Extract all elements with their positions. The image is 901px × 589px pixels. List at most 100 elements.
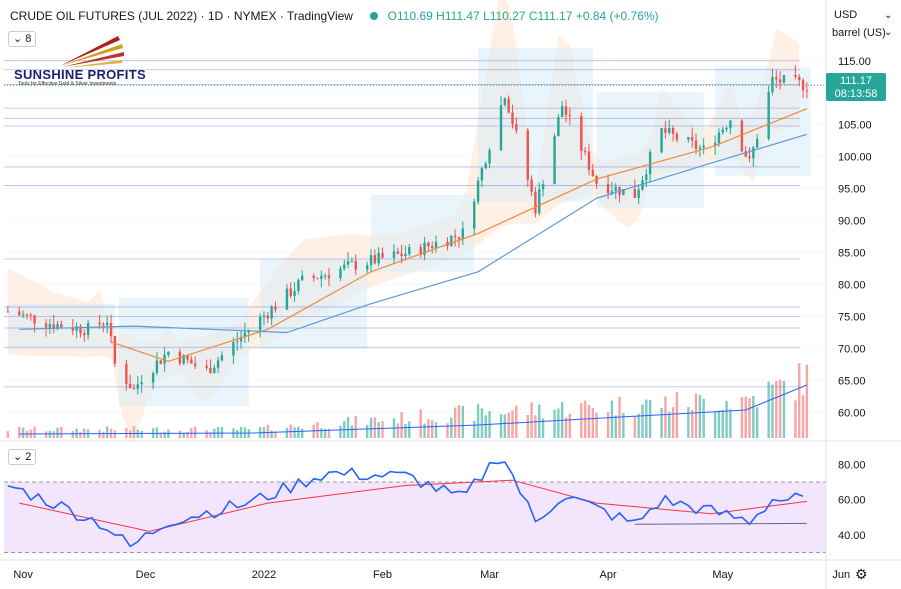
volume-bar	[698, 395, 702, 438]
currency-label[interactable]: USD	[834, 9, 858, 21]
candle-body	[125, 363, 128, 384]
candle-body	[740, 120, 744, 152]
ema-long-line	[19, 133, 808, 334]
price-tick-label: 85.00	[838, 248, 866, 260]
candle-body	[423, 242, 426, 255]
candle-body	[461, 228, 464, 240]
volume-bar	[637, 414, 640, 438]
volume-bar	[236, 429, 239, 438]
candle-body	[515, 124, 518, 131]
candle-body	[186, 355, 189, 360]
candle-body	[702, 145, 705, 148]
volume-bar	[675, 391, 679, 438]
volume-bar	[270, 430, 273, 438]
time-tick-label: Mar	[480, 569, 499, 581]
candle-body	[132, 388, 136, 390]
volume-bar	[125, 427, 128, 438]
volume-bar	[56, 427, 59, 438]
candle-body	[312, 275, 315, 278]
price-tick-label: 70.00	[838, 343, 866, 355]
volume-bar	[285, 427, 289, 438]
volume-bar	[423, 423, 426, 438]
candle-body	[782, 74, 786, 83]
volume-bar	[614, 415, 617, 438]
volume-average-line	[19, 384, 808, 435]
candle-body	[538, 189, 541, 214]
candle-body	[346, 261, 350, 265]
logo-tagline: Tools for Effective Gold & Silver Invest…	[18, 81, 117, 87]
volume-bar	[752, 395, 755, 438]
main-pane-indicator-toggle[interactable]: ⌄ 8	[8, 31, 37, 47]
volume-bar	[320, 428, 323, 438]
volume-bar	[526, 415, 529, 438]
rsi-pane-indicator-count: 2	[25, 451, 32, 463]
candle-body	[98, 322, 101, 325]
candle-body	[648, 152, 652, 175]
candle-body	[33, 315, 36, 324]
candle-body	[488, 150, 491, 164]
volume-bar	[404, 423, 407, 438]
candle-body	[79, 326, 82, 334]
volume-bar	[461, 406, 464, 438]
volume-bar	[606, 412, 610, 438]
volume-bar	[645, 399, 648, 438]
candle-body	[775, 76, 778, 80]
candle-body	[373, 255, 377, 264]
candle-body	[258, 316, 262, 331]
candle-body	[270, 306, 273, 319]
volume-bar	[209, 432, 212, 438]
volume-bar	[671, 407, 675, 438]
candle-body	[29, 314, 32, 316]
candle-body	[587, 151, 591, 170]
candles	[6, 65, 809, 395]
volume-profile-area	[478, 48, 593, 202]
candle-body	[297, 280, 300, 291]
price-tick-label: 115.00	[838, 56, 871, 68]
volume-bar	[476, 403, 480, 438]
candle-body	[668, 128, 671, 133]
unit-label[interactable]: barrel (US)	[832, 27, 886, 39]
candle-body	[71, 327, 75, 331]
volume-bar	[60, 426, 63, 438]
candle-body	[530, 179, 533, 192]
volume-bar	[140, 430, 143, 438]
unit-caret-icon[interactable]: ⌄	[884, 27, 893, 38]
candle-body	[408, 247, 411, 255]
volume-bar	[33, 426, 36, 438]
logo-rays-icon	[60, 36, 124, 68]
candle-body	[159, 360, 162, 364]
volume-bar	[595, 412, 598, 438]
candle-body	[534, 191, 537, 214]
candle-body	[266, 315, 270, 319]
candle-body	[480, 168, 484, 181]
candle-body	[671, 128, 675, 134]
volume-bar	[293, 427, 296, 438]
volume-bar	[71, 431, 75, 438]
candle-body	[419, 247, 422, 255]
currency-caret-icon[interactable]: ⌄	[884, 10, 893, 21]
volume-bar	[369, 417, 373, 438]
volume-bar	[75, 428, 78, 438]
candle-body	[239, 336, 243, 342]
volume-bar	[373, 417, 377, 438]
volume-bar	[668, 411, 671, 438]
candle-body	[591, 169, 594, 176]
volume-bar	[323, 428, 327, 438]
time-tick-label: Feb	[373, 569, 392, 581]
rsi-pane-indicator-toggle[interactable]: ⌄ 2	[8, 449, 37, 465]
volume-bar	[446, 423, 449, 438]
candle-body	[44, 323, 48, 328]
volume-bar	[327, 428, 331, 438]
volume-bar	[721, 409, 724, 438]
candle-body	[392, 251, 396, 258]
settings-gear-icon[interactable]: ⚙	[855, 566, 868, 582]
volume-bar	[408, 421, 411, 438]
volume-bar	[453, 407, 457, 438]
bar-countdown: 08:13:58	[834, 88, 878, 100]
candle-body	[209, 367, 212, 374]
candle-body	[320, 275, 323, 279]
volume-bar	[687, 407, 690, 438]
volume-bar	[771, 384, 774, 438]
volume-bar	[186, 431, 189, 438]
